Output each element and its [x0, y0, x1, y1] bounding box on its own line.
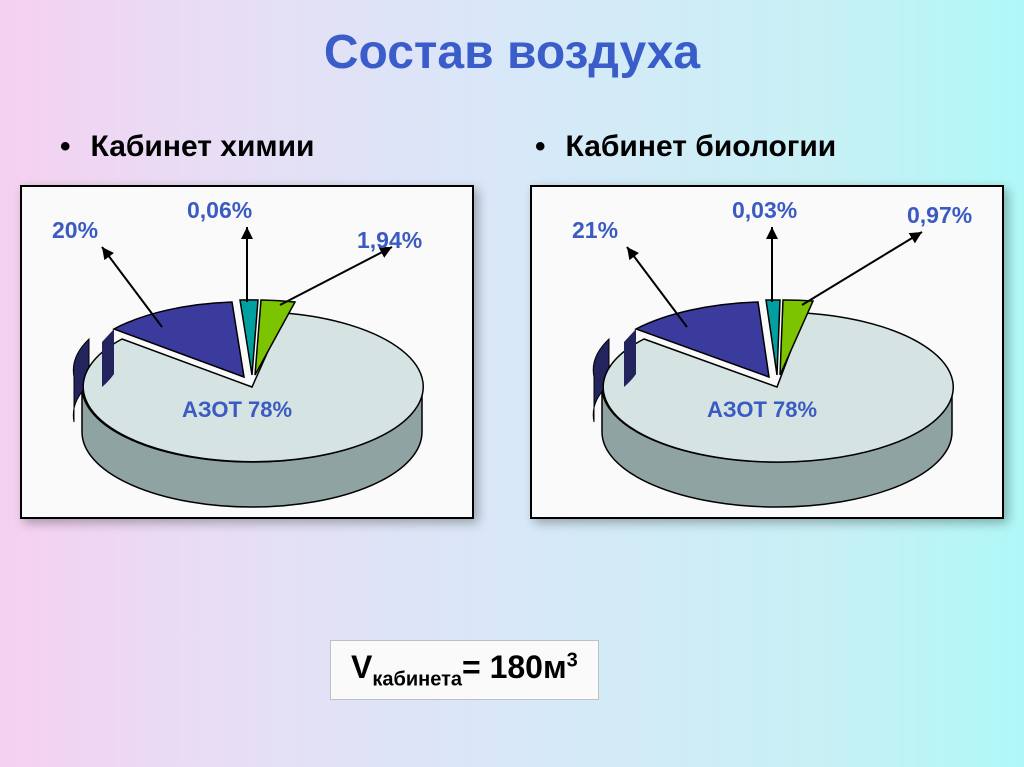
- slice-label-0-1: 20%: [52, 217, 98, 244]
- formula-sub: кабинета: [372, 668, 462, 690]
- bullet-icon: •: [535, 130, 546, 163]
- slice-label-1-1: 21%: [572, 217, 618, 244]
- panel-1-heading: • Кабинет биологии: [535, 130, 836, 164]
- slice-inner-label-0-0: АЗОТ 78%: [182, 397, 292, 423]
- slice-label-0-2: 0,06%: [187, 197, 252, 224]
- formula-eq: = 180м: [462, 649, 567, 685]
- chart-box-0: 20% 0,06% 1,94% АЗОТ 78%: [20, 185, 474, 519]
- slide: Состав воздуха • Кабинет химии: [0, 0, 1024, 767]
- formula-var: V: [351, 649, 372, 685]
- chart-box-1: 21% 0,03% 0,97% АЗОТ 78%: [530, 185, 1004, 519]
- slice-label-0-3: 1,94%: [357, 227, 422, 254]
- panel-0-subtitle: Кабинет химии: [91, 130, 315, 163]
- bullet-icon: •: [60, 130, 71, 163]
- panel-1-subtitle: Кабинет биологии: [566, 130, 837, 163]
- formula-box: Vкабинета= 180м3: [330, 640, 599, 700]
- formula-sup: 3: [567, 649, 578, 671]
- panel-0-heading: • Кабинет химии: [60, 130, 315, 164]
- slice-inner-label-1-0: АЗОТ 78%: [707, 397, 817, 423]
- slide-title: Состав воздуха: [0, 25, 1024, 80]
- slice-label-1-2: 0,03%: [732, 197, 797, 224]
- slice-label-1-3: 0,97%: [907, 202, 972, 229]
